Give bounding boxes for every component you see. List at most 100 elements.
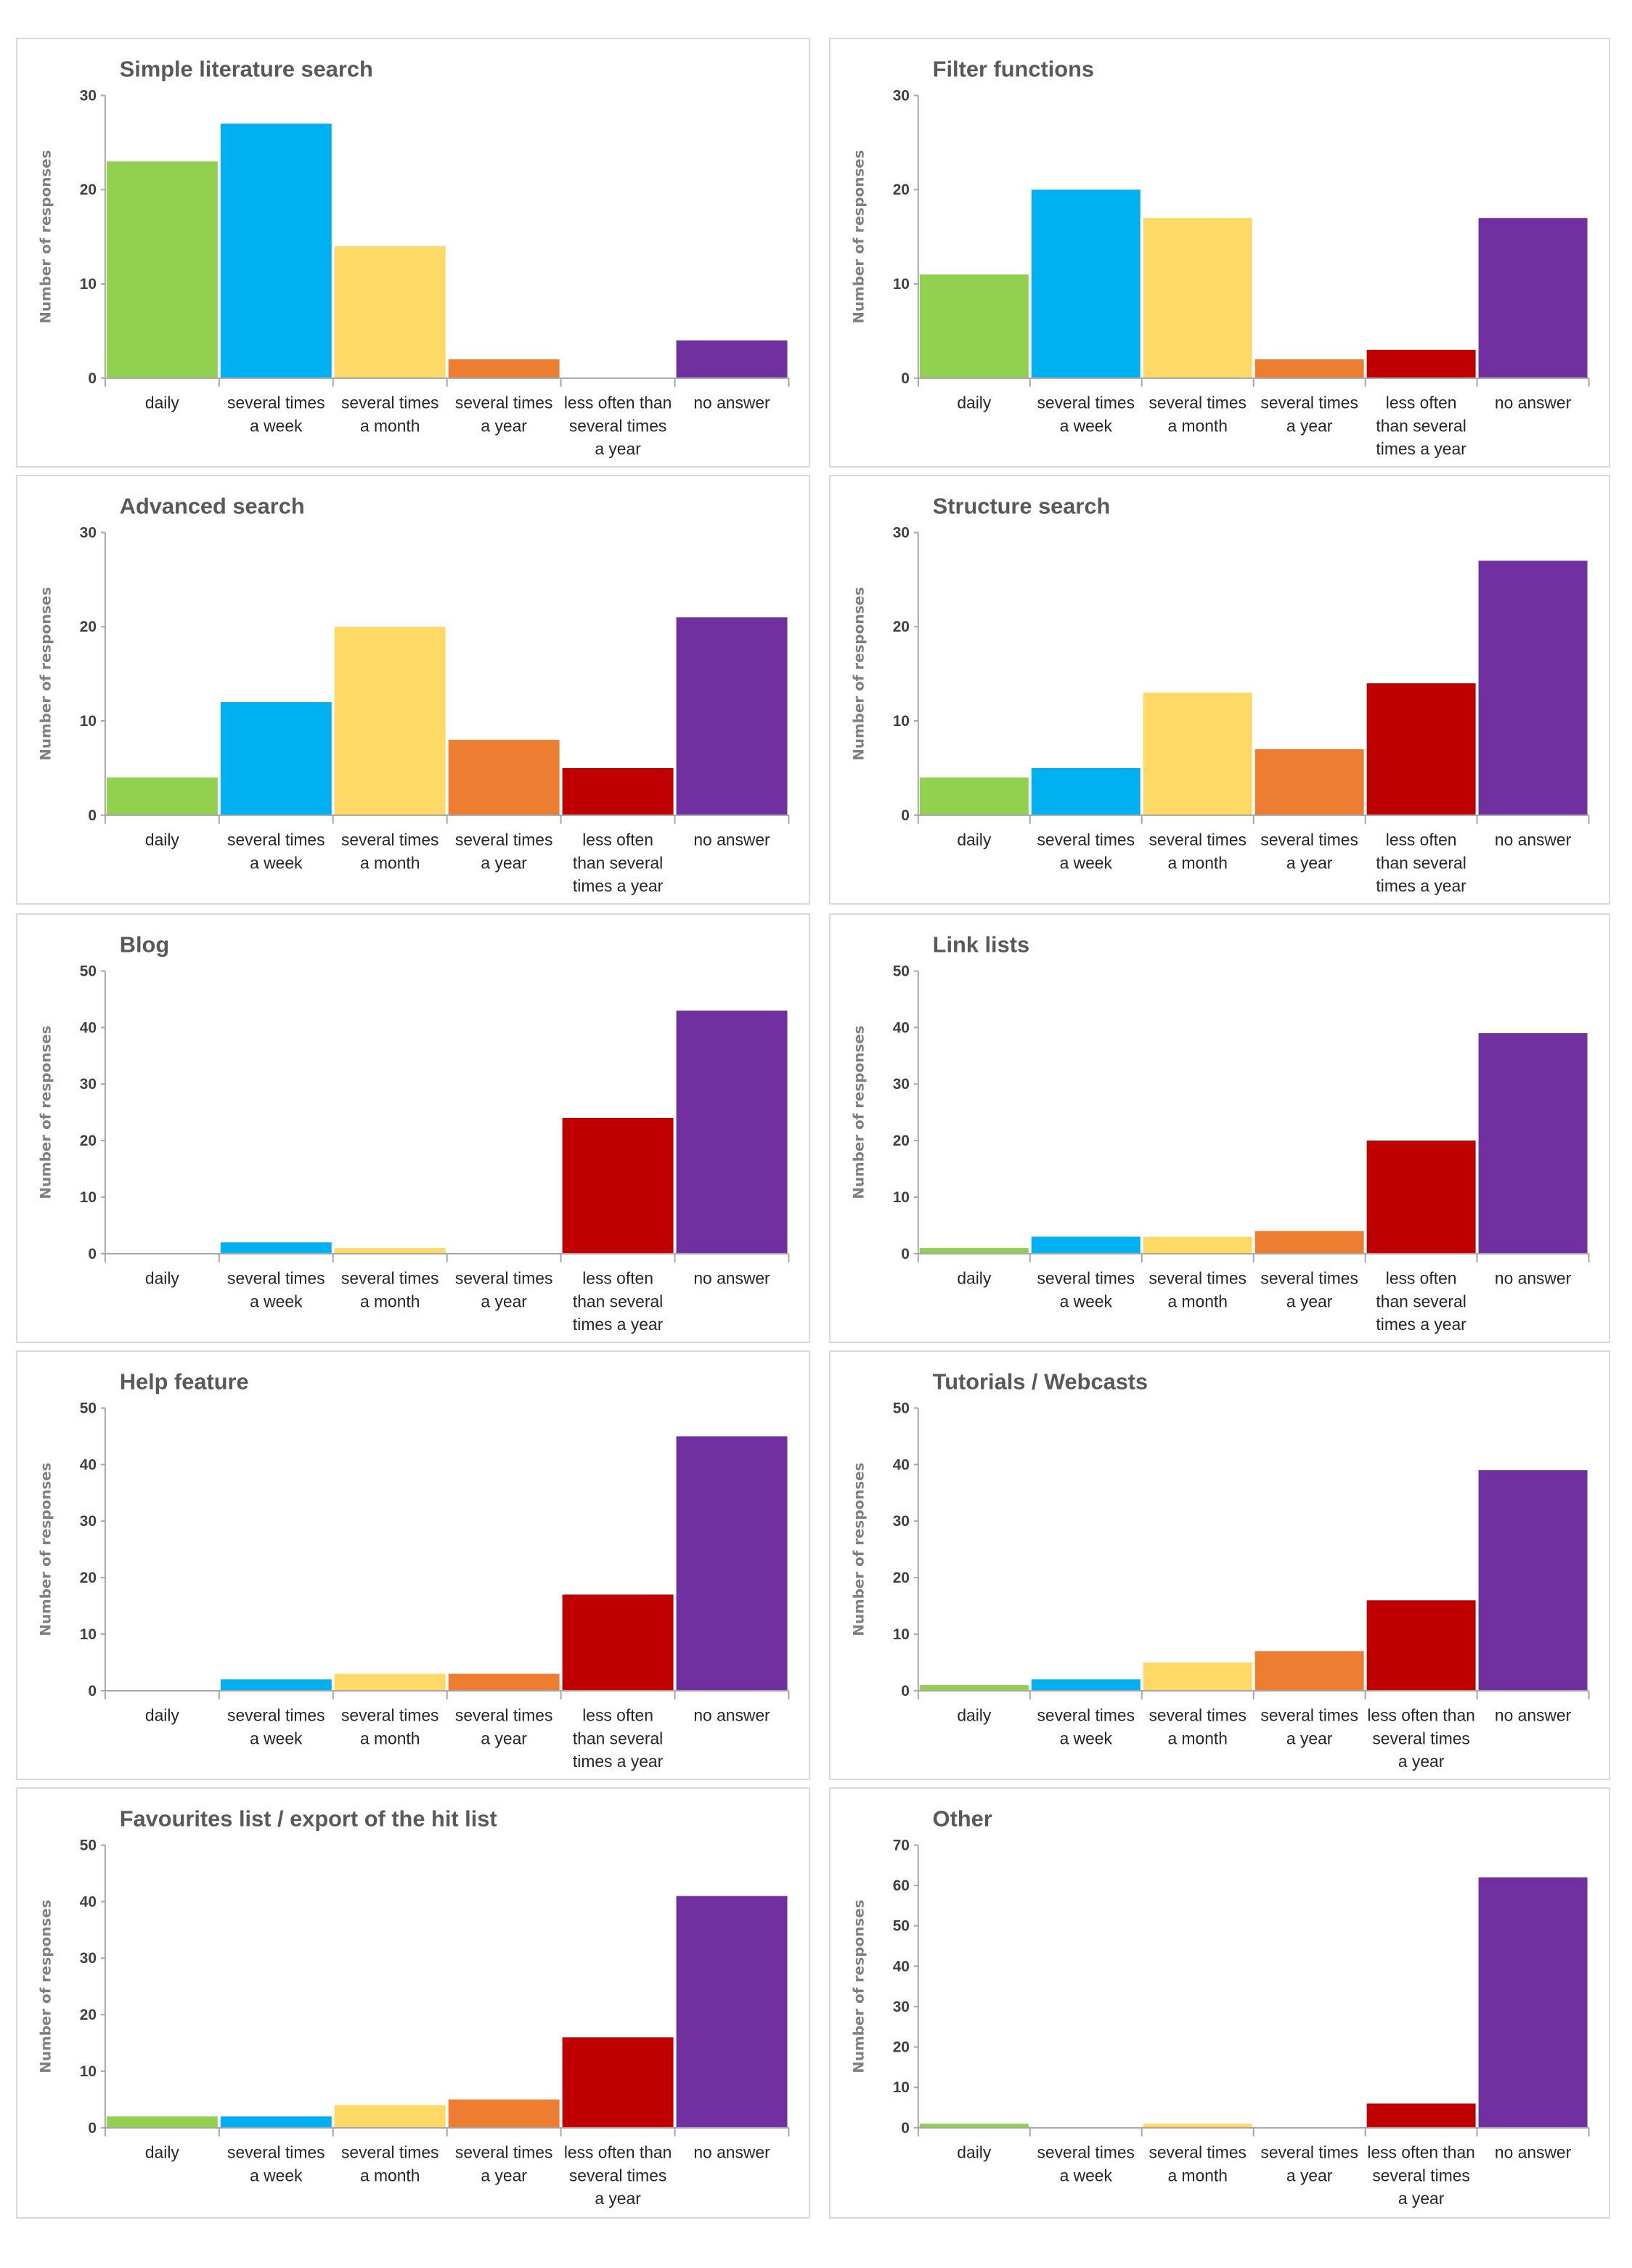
- y-tick-label: 50: [893, 963, 910, 979]
- chart-panel: Other Number of responses 0 10 20 30 40 50 60 70 d…: [829, 1787, 1610, 2219]
- y-tick-label: 20: [80, 181, 97, 198]
- bar: [1254, 359, 1364, 378]
- bar: [1478, 218, 1588, 378]
- x-category-label: several times a month: [1148, 1269, 1246, 1311]
- y-tick-label: 40: [893, 1019, 910, 1036]
- bar: [1031, 189, 1141, 378]
- bar-chart: Help feature Number of responses 0 10 20 30 40…: [37, 1369, 790, 1771]
- bar: [1478, 1033, 1588, 1254]
- bar: [106, 2116, 218, 2128]
- bar: [1478, 1877, 1588, 2128]
- chart-title: Link lists: [933, 932, 1029, 958]
- y-tick-label: 0: [901, 1683, 910, 1700]
- y-tick-label: 10: [893, 276, 910, 293]
- y-tick-label: 50: [80, 963, 97, 979]
- y-tick-label: 10: [893, 1626, 910, 1643]
- chart-title: Other: [933, 1806, 992, 1832]
- x-category-label: less often than several times a year: [564, 2143, 672, 2208]
- y-tick-label: 30: [80, 1076, 97, 1093]
- y-tick-label: 10: [80, 1626, 97, 1643]
- y-tick-label: 40: [80, 1456, 97, 1473]
- y-tick-label: 30: [893, 87, 910, 104]
- x-category-label: several times a year: [455, 2143, 552, 2185]
- bar: [1031, 767, 1141, 815]
- x-category-label: less often than several times a year: [1376, 831, 1466, 896]
- chart-panel: Advanced search Number of responses 0 10 20 3…: [16, 475, 810, 905]
- x-category-label: daily: [957, 393, 992, 412]
- bar: [1143, 218, 1252, 378]
- y-tick-label: 20: [80, 1133, 97, 1149]
- y-tick-label: 40: [893, 1958, 910, 1975]
- bar: [676, 617, 788, 815]
- x-category-label: several times a year: [455, 1269, 552, 1311]
- x-category-label: no answer: [693, 393, 770, 412]
- y-tick-label: 50: [893, 1918, 910, 1935]
- x-category-label: several times a month: [1148, 2143, 1246, 2185]
- x-category-label: several times a week: [1037, 831, 1135, 873]
- bar: [334, 1248, 446, 1254]
- y-tick-label: 40: [893, 1456, 910, 1473]
- bar: [334, 2105, 446, 2128]
- y-tick-label: 60: [893, 1877, 910, 1894]
- chart-title: Filter functions: [933, 57, 1094, 82]
- x-category-label: daily: [957, 2143, 992, 2162]
- bar: [1366, 1600, 1476, 1691]
- bar: [220, 702, 332, 815]
- x-category-label: daily: [145, 2143, 180, 2162]
- y-tick-label: 30: [893, 1999, 910, 2015]
- bar: [334, 1673, 446, 1691]
- chart-panel: Structure search Number of responses 0 10 20…: [829, 475, 1610, 905]
- x-category-label: no answer: [693, 2143, 770, 2162]
- bar: [676, 340, 788, 378]
- y-axis-label: Number of responses: [850, 587, 867, 761]
- x-category-label: several times a week: [1037, 393, 1135, 436]
- y-tick-label: 20: [80, 2007, 97, 2023]
- chart-panel: Simple literature search Number of respon…: [16, 38, 810, 468]
- x-category-label: several times a year: [455, 393, 552, 436]
- chart-panel: Blog Number of responses 0 10 20 30 40 50 daily s…: [16, 913, 810, 1343]
- bar: [1366, 683, 1476, 815]
- bar: [1478, 560, 1588, 815]
- bar: [919, 2124, 1029, 2128]
- bar: [919, 1248, 1029, 1254]
- y-tick-label: 20: [893, 1570, 910, 1586]
- bar: [1143, 2124, 1252, 2128]
- x-category-label: several times a month: [341, 1706, 438, 1748]
- y-tick-label: 40: [80, 1019, 97, 1036]
- bar: [676, 1011, 788, 1254]
- y-tick-label: 20: [893, 181, 910, 198]
- x-category-label: several times a month: [1148, 1706, 1246, 1748]
- y-tick-label: 10: [80, 1189, 97, 1206]
- bar: [919, 274, 1029, 378]
- bar: [448, 1673, 560, 1691]
- chart-panel: Link lists Number of responses 0 10 20 30 40 50…: [829, 913, 1610, 1343]
- x-category-label: less often than several times a year: [1367, 1706, 1474, 1771]
- chart-title: Tutorials / Webcasts: [933, 1369, 1148, 1395]
- y-tick-label: 20: [80, 1570, 97, 1586]
- bar-chart: Blog Number of responses 0 10 20 30 40 50 daily s…: [37, 932, 790, 1334]
- x-category-label: several times a week: [227, 2143, 325, 2185]
- y-axis-label: Number of responses: [850, 1463, 867, 1636]
- bar: [562, 2037, 674, 2128]
- bar: [220, 1242, 332, 1254]
- y-tick-label: 20: [893, 2039, 910, 2056]
- bar: [448, 2099, 560, 2128]
- bar: [220, 2116, 332, 2128]
- x-category-label: several times a week: [1037, 1269, 1135, 1311]
- y-axis-label: Number of responses: [37, 1900, 54, 2073]
- y-tick-label: 10: [893, 1189, 910, 1206]
- y-axis-label: Number of responses: [37, 1463, 54, 1636]
- x-category-label: no answer: [1495, 2143, 1572, 2162]
- x-category-label: several times a month: [341, 393, 438, 436]
- x-category-label: several times a week: [227, 393, 325, 436]
- y-tick-label: 10: [80, 276, 97, 293]
- bar: [1478, 1470, 1588, 1691]
- bar-chart: Structure search Number of responses 0 10 20…: [850, 494, 1590, 896]
- x-category-label: daily: [957, 831, 992, 849]
- chart-panel: Tutorials / Webcasts Number of responses 0…: [829, 1350, 1610, 1780]
- x-category-label: daily: [957, 1706, 992, 1725]
- bar: [1254, 1651, 1364, 1691]
- x-category-label: several times a week: [227, 1269, 325, 1311]
- y-tick-label: 10: [893, 713, 910, 730]
- y-axis-label: Number of responses: [37, 587, 54, 761]
